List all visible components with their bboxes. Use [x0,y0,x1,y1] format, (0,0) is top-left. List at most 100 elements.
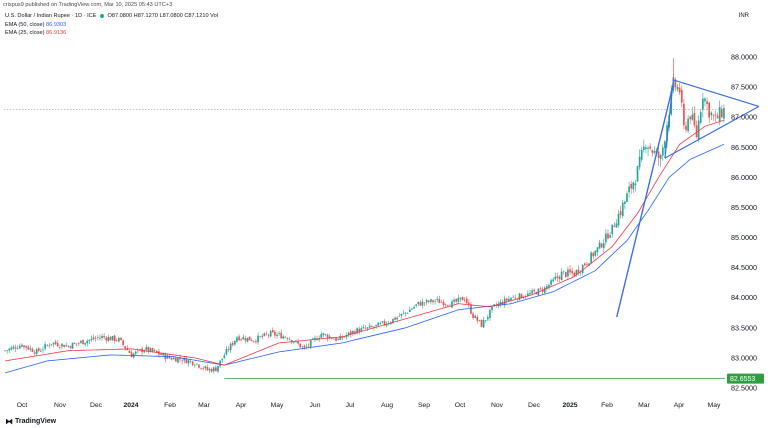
candle-body [617,213,620,226]
candle-body [185,358,188,364]
ema25-legend[interactable]: EMA (25, close) 86.9136 [5,30,66,37]
candle-body [271,329,274,333]
candle-body [478,320,481,321]
candle-body [44,344,46,349]
time-tick-label: May [708,402,721,409]
candle-body [326,334,329,339]
candle-body [594,250,597,256]
candle-body [436,299,439,300]
candle-body [234,340,236,345]
candle-body [457,297,460,302]
candle-body [704,98,706,102]
support-price-label: 82.6553 [730,376,755,383]
candle-body [505,298,508,301]
price-axis[interactable]: 88.0000 87.5000 87.0000 86.5000 86.0000 85.50… [731,53,757,393]
candle-body [61,343,63,347]
candle-body [29,348,32,350]
time-tick-label: Oct [17,402,28,409]
candle-body [634,183,637,186]
ema50-legend[interactable]: EMA (50, close) 86.9303 [5,22,66,29]
candle-body [252,341,255,342]
triangle-upper-line [673,79,760,107]
candle-body [84,342,87,345]
candle-body [554,276,557,280]
time-tick-label: Mar [198,402,210,409]
candle-body [661,147,664,156]
candle-body [40,350,42,352]
candle-body [697,120,700,140]
time-axis[interactable]: Oct Nov Dec 2024 Feb Mar Apr May Jun Jul Aug Sep Oct… [17,402,721,409]
candle-body [406,312,409,314]
candle-body [564,272,567,277]
price-tick-label: 87.5000 [731,83,757,92]
candle-body [153,350,156,352]
candle-body [90,338,93,340]
candle-body [626,193,628,202]
candle-body [118,337,120,342]
price-tick-label: 85.0000 [731,233,757,242]
triangle-base-line [664,79,674,159]
candle-body [162,353,165,356]
candle-body [320,334,323,338]
candle-body [124,346,127,349]
tradingview-logo-icon: ⧓ [5,417,13,426]
candle-body [236,337,238,342]
tradingview-logo[interactable]: ⧓ TradingView [5,417,57,426]
candle-body [695,125,698,138]
candle-body [571,270,573,274]
candle-body [396,317,399,320]
candle-body [689,116,692,120]
candle-body [486,317,489,320]
candle-body [680,89,683,103]
candle-body [546,286,548,289]
candle-body [257,335,259,343]
ema50-value: 86.9303 [46,22,67,28]
candle-body [609,235,611,238]
candle-body [392,318,394,324]
candle-body [147,346,150,352]
candle-body [314,337,316,340]
candle-body [377,322,380,326]
market-status-dot [99,13,104,18]
candle-body [77,343,80,344]
candle-body [455,299,458,302]
candle-body [223,355,226,359]
candle-body [413,306,415,309]
candle-body [312,338,314,340]
candle-body [337,338,339,340]
candle-body [107,337,110,342]
candle-body [42,349,44,351]
ema25-value: 86.9136 [46,30,67,36]
candle-body [23,345,25,348]
candle-body [573,272,576,277]
candle-body [358,328,361,333]
ema25-label: EMA (25, close) [5,30,45,36]
candle-body [333,338,335,340]
price-tick-label: 87.0000 [731,113,757,122]
candle-body [577,269,580,274]
candle-body [282,336,285,339]
candle-body [113,335,116,341]
price-tick-label: 86.0000 [731,173,757,182]
candle-body [248,336,251,341]
candle-body [6,350,9,351]
candle-body [96,337,99,338]
candle-body [187,360,190,364]
candle-body [394,317,396,320]
candle-body [324,334,327,335]
candle-body [470,304,472,314]
candle-body [356,328,358,334]
candle-body [569,269,571,273]
candle-body [174,357,177,362]
triangle-lower-line [664,105,760,159]
candle-body [139,349,141,350]
candle-body [221,358,224,361]
candle-body [65,345,68,347]
time-tick-label: Nov [491,402,504,409]
candle-body [446,305,449,306]
time-tick-label: Dec [528,402,541,409]
candle-body [4,350,6,352]
candle-body [434,300,436,302]
candle-body [172,357,175,360]
